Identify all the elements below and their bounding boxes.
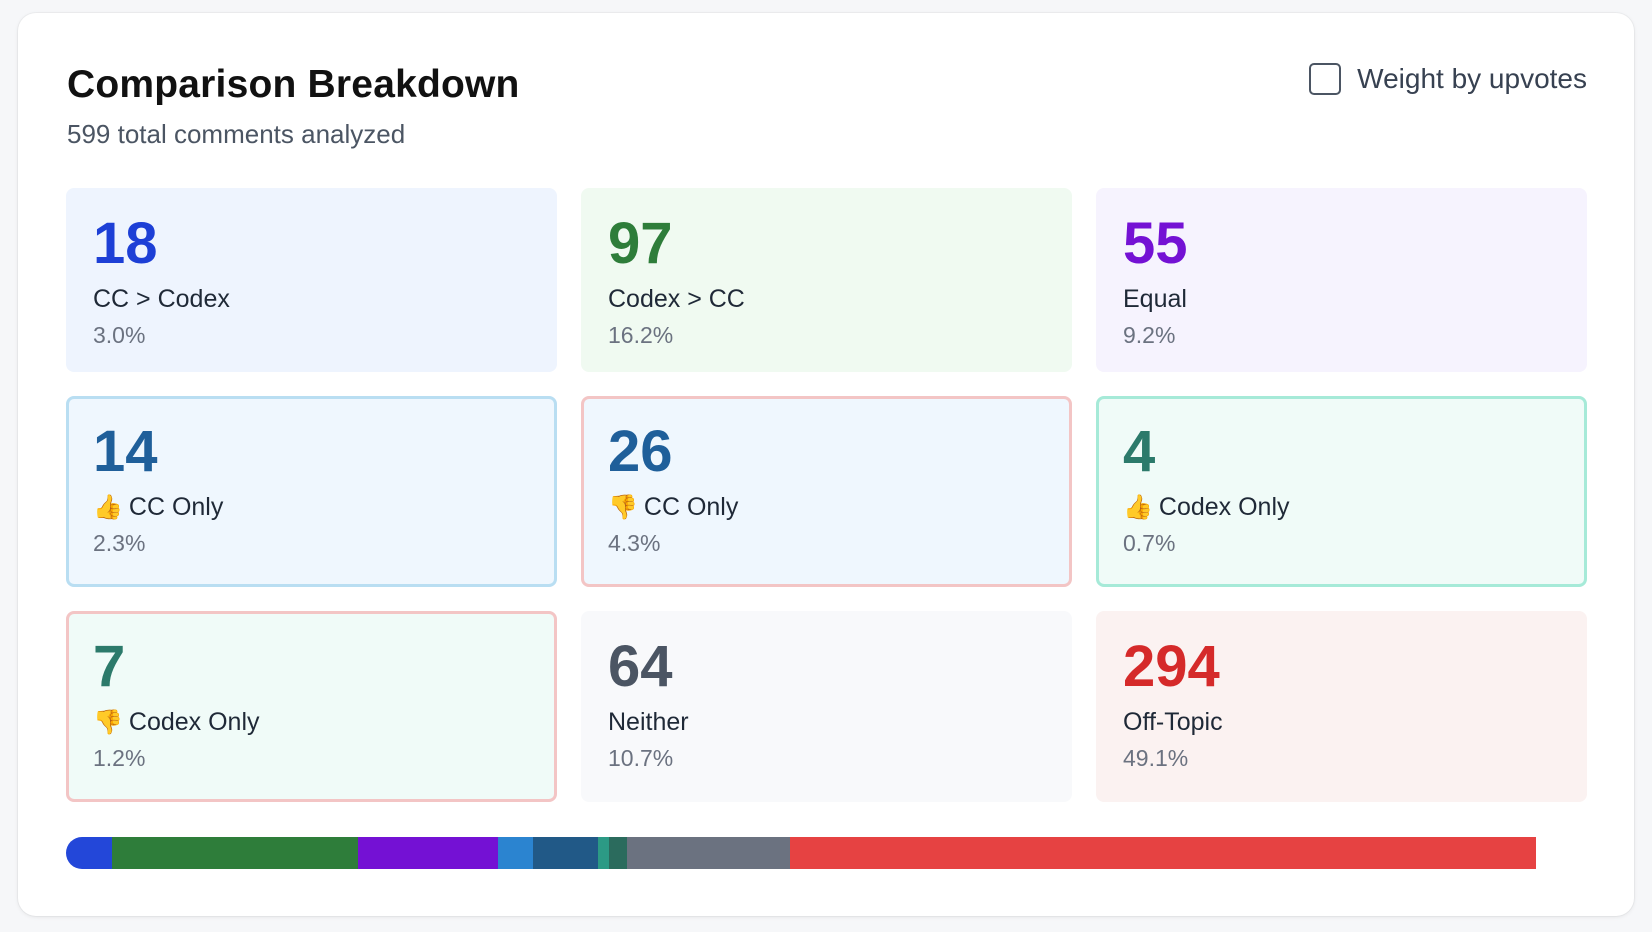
stat-label: Codex > CC (608, 285, 745, 313)
stat-label-row: 👎 CC Only (608, 493, 1045, 522)
stat-value: 14 (93, 419, 158, 484)
stat-value: 26 (608, 419, 673, 484)
distribution-segment-off-topic (789, 837, 1536, 869)
stat-percentage: 1.2% (93, 745, 146, 771)
stat-label: Off-Topic (1123, 708, 1223, 736)
distribution-segment-thumbs-up-cc-only (497, 837, 533, 869)
stat-card-thumbs-up-cc-only: 14 👍 CC Only 2.3% (66, 396, 557, 587)
stat-card-codex-cc: 97 Codex > CC 16.2% (581, 188, 1072, 372)
comparison-breakdown-card: Comparison Breakdown 599 total comments … (18, 13, 1634, 916)
weight-by-upvotes-toggle[interactable]: Weight by upvotes (1309, 63, 1587, 95)
stat-label: Equal (1123, 285, 1187, 313)
distribution-segment-thumbs-down-cc-only (532, 837, 599, 869)
thumbs-up-icon: 👍 (93, 493, 123, 521)
stat-label: Neither (608, 708, 689, 736)
stat-value: 55 (1123, 211, 1188, 276)
stat-percentage: 10.7% (608, 745, 674, 771)
stat-label: CC Only (128, 493, 224, 521)
stat-label: Codex Only (1158, 493, 1290, 521)
weight-by-upvotes-checkbox[interactable] (1309, 63, 1342, 95)
stat-percentage: 4.3% (608, 530, 661, 556)
stat-label-row: 👍 Codex Only (1123, 493, 1560, 522)
stat-card-off-topic: 294 Off-Topic 49.1% (1096, 611, 1587, 802)
stat-card-thumbs-down-codex-only: 7 👎 Codex Only 1.2% (66, 611, 557, 802)
stat-value: 97 (608, 211, 673, 276)
stat-percentage: 0.7% (1123, 530, 1176, 556)
distribution-segment-equal (357, 837, 498, 869)
stat-label-row: Equal (1123, 285, 1560, 314)
weight-by-upvotes-label[interactable]: Weight by upvotes (1357, 63, 1587, 94)
thumbs-up-icon: 👍 (1123, 493, 1153, 521)
distribution-segment-cc-codex (66, 837, 112, 869)
distribution-segment-neither (626, 837, 790, 869)
stat-card-thumbs-up-codex-only: 4 👍 Codex Only 0.7% (1096, 396, 1587, 587)
stat-grid: 18 CC > Codex 3.0% 97 Codex > CC 16.2% 55 Equal… (66, 188, 1587, 802)
stat-label-row: CC > Codex (93, 285, 530, 314)
distribution-bar (66, 837, 1536, 869)
stat-label-row: Neither (608, 708, 1045, 737)
stat-value: 64 (608, 634, 673, 699)
stat-value: 7 (93, 634, 126, 699)
stat-percentage: 49.1% (1123, 745, 1189, 771)
thumbs-down-icon: 👎 (93, 708, 123, 736)
distribution-segment-thumbs-down-codex-only (608, 837, 627, 869)
stat-label-row: Off-Topic (1123, 708, 1560, 737)
distribution-segment-codex-cc (111, 837, 358, 869)
stat-card-equal: 55 Equal 9.2% (1096, 188, 1587, 372)
stat-label: Codex Only (128, 708, 260, 736)
stat-value: 4 (1123, 419, 1156, 484)
stat-percentage: 9.2% (1123, 322, 1176, 348)
stat-percentage: 2.3% (93, 530, 146, 556)
stat-percentage: 3.0% (93, 322, 146, 348)
stat-label-row: 👎 Codex Only (93, 708, 530, 737)
stat-percentage: 16.2% (608, 322, 674, 348)
stat-card-thumbs-down-cc-only: 26 👎 CC Only 4.3% (581, 396, 1072, 587)
comments-count-subtitle: 599 total comments analyzed (67, 119, 406, 149)
stat-label-row: Codex > CC (608, 285, 1045, 314)
page-title: Comparison Breakdown (67, 63, 520, 106)
stat-label: CC > Codex (93, 285, 230, 313)
distribution-segment-thumbs-up-codex-only (598, 837, 609, 869)
stat-card-cc-codex: 18 CC > Codex 3.0% (66, 188, 557, 372)
stat-value: 18 (93, 211, 158, 276)
stat-label-row: 👍 CC Only (93, 493, 530, 522)
stat-card-neither: 64 Neither 10.7% (581, 611, 1072, 802)
stat-label: CC Only (643, 493, 739, 521)
stat-value: 294 (1123, 634, 1220, 699)
thumbs-down-icon: 👎 (608, 493, 638, 521)
